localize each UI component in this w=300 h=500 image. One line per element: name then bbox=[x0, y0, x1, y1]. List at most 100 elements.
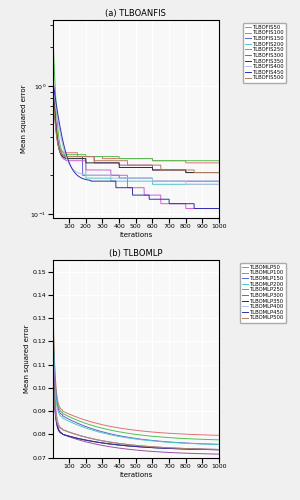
TLBOMLP500 bbox=[184, 446, 187, 452]
TLBOMLP150 bbox=[217, 442, 221, 448]
TLBOFIS400 bbox=[181, 178, 184, 184]
TLBOMLP250 bbox=[184, 446, 187, 452]
TLBOFIS300 bbox=[165, 167, 169, 173]
TLBOFIS300 bbox=[68, 154, 71, 160]
TLBOMLP500 bbox=[217, 446, 221, 452]
Line: TLBOFIS300: TLBOFIS300 bbox=[53, 72, 219, 172]
Line: TLBOMLP200: TLBOMLP200 bbox=[53, 316, 219, 444]
TLBOMLP450 bbox=[165, 446, 169, 452]
TLBOFIS200 bbox=[217, 182, 221, 188]
TLBOFIS300 bbox=[184, 170, 188, 175]
TLBOFIS450 bbox=[192, 206, 196, 212]
TLBOFIS300 bbox=[51, 70, 55, 75]
TLBOFIS100 bbox=[181, 158, 184, 164]
TLBOFIS50 bbox=[184, 158, 187, 164]
TLBOMLP100 bbox=[124, 430, 128, 436]
TLBOMLP250 bbox=[181, 446, 184, 452]
Line: TLBOMLP100: TLBOMLP100 bbox=[53, 294, 219, 440]
TLBOFIS450 bbox=[181, 200, 184, 206]
Legend: TLBOMLP50, TLBOMLP100, TLBOMLP150, TLBOMLP200, TLBOMLP250, TLBOMLP300, TLBOMLP35: TLBOMLP50, TLBOMLP100, TLBOMLP150, TLBOM… bbox=[240, 262, 286, 322]
TLBOFIS200 bbox=[124, 178, 128, 184]
TLBOMLP450 bbox=[118, 442, 122, 448]
TLBOMLP450 bbox=[184, 446, 187, 452]
TLBOMLP500 bbox=[68, 430, 71, 436]
TLBOMLP50 bbox=[165, 430, 169, 436]
TLBOMLP500 bbox=[124, 442, 128, 448]
Line: TLBOFIS400: TLBOFIS400 bbox=[53, 82, 219, 184]
TLBOFIS300 bbox=[124, 162, 128, 168]
TLBOFIS500 bbox=[165, 167, 169, 173]
TLBOFIS350 bbox=[118, 164, 122, 170]
TLBOFIS50 bbox=[184, 160, 188, 166]
TLBOMLP400 bbox=[217, 446, 221, 452]
TLBOMLP400 bbox=[165, 444, 169, 450]
TLBOMLP200 bbox=[51, 312, 55, 318]
TLBOMLP300 bbox=[217, 451, 221, 457]
TLBOMLP300 bbox=[124, 446, 128, 452]
TLBOFIS250 bbox=[184, 206, 188, 212]
TLBOFIS250 bbox=[124, 172, 128, 178]
TLBOFIS150 bbox=[118, 175, 122, 181]
TLBOMLP200 bbox=[165, 439, 169, 445]
TLBOMLP150 bbox=[124, 434, 128, 440]
TLBOFIS400 bbox=[51, 79, 55, 85]
Title: (a) TLBOANFIS: (a) TLBOANFIS bbox=[105, 9, 166, 18]
TLBOMLP50 bbox=[184, 431, 187, 437]
TLBOMLP50 bbox=[68, 412, 71, 418]
TLBOMLP200 bbox=[217, 442, 221, 448]
TLBOMLP150 bbox=[68, 416, 71, 422]
TLBOMLP100 bbox=[184, 436, 187, 442]
Line: TLBOFIS50: TLBOFIS50 bbox=[53, 79, 219, 163]
TLBOMLP100 bbox=[51, 290, 55, 296]
TLBOMLP50 bbox=[118, 425, 122, 431]
Y-axis label: Mean squared error: Mean squared error bbox=[24, 324, 30, 393]
TLBOMLP250 bbox=[124, 442, 128, 448]
Line: TLBOFIS450: TLBOFIS450 bbox=[53, 79, 219, 208]
TLBOFIS450 bbox=[165, 196, 169, 202]
TLBOFIS50 bbox=[118, 156, 122, 162]
TLBOMLP400 bbox=[124, 442, 128, 448]
TLBOMLP150 bbox=[181, 440, 184, 446]
TLBOFIS450 bbox=[68, 161, 71, 167]
TLBOFIS250 bbox=[51, 64, 55, 70]
TLBOFIS100 bbox=[165, 158, 169, 164]
TLBOMLP400 bbox=[118, 440, 122, 446]
Line: TLBOMLP150: TLBOMLP150 bbox=[53, 304, 219, 444]
Line: TLBOMLP350: TLBOMLP350 bbox=[53, 344, 219, 450]
TLBOFIS500 bbox=[51, 83, 55, 89]
TLBOFIS200 bbox=[184, 182, 187, 188]
Line: TLBOFIS100: TLBOFIS100 bbox=[53, 29, 219, 160]
TLBOFIS450 bbox=[124, 184, 128, 190]
TLBOFIS150 bbox=[124, 175, 128, 181]
TLBOMLP200 bbox=[124, 434, 128, 440]
TLBOFIS100 bbox=[124, 156, 128, 162]
TLBOFIS150 bbox=[165, 178, 169, 184]
Line: TLBOFIS250: TLBOFIS250 bbox=[53, 66, 219, 208]
TLBOMLP300 bbox=[184, 450, 187, 456]
TLBOFIS50 bbox=[124, 156, 128, 162]
TLBOMLP400 bbox=[68, 430, 71, 436]
TLBOMLP350 bbox=[184, 446, 187, 452]
TLBOFIS150 bbox=[151, 178, 154, 184]
TLBOFIS200 bbox=[68, 156, 71, 162]
TLBOFIS250 bbox=[118, 172, 122, 178]
TLBOMLP200 bbox=[181, 440, 184, 446]
TLBOMLP400 bbox=[51, 350, 55, 356]
TLBOFIS250 bbox=[68, 158, 71, 164]
X-axis label: Iterations: Iterations bbox=[119, 232, 152, 237]
X-axis label: Iterations: Iterations bbox=[119, 472, 152, 478]
TLBOMLP350 bbox=[217, 446, 221, 452]
TLBOMLP450 bbox=[217, 446, 221, 452]
TLBOMLP200 bbox=[184, 440, 187, 446]
TLBOMLP150 bbox=[165, 439, 169, 445]
TLBOMLP400 bbox=[184, 446, 187, 452]
TLBOMLP300 bbox=[68, 434, 71, 440]
TLBOMLP200 bbox=[118, 434, 122, 440]
TLBOFIS200 bbox=[118, 178, 122, 184]
Line: TLBOFIS200: TLBOFIS200 bbox=[53, 70, 219, 184]
TLBOMLP100 bbox=[165, 434, 169, 440]
TLBOMLP350 bbox=[118, 442, 122, 448]
TLBOMLP350 bbox=[68, 434, 71, 440]
TLBOFIS200 bbox=[151, 182, 154, 188]
TLBOFIS300 bbox=[118, 162, 122, 168]
